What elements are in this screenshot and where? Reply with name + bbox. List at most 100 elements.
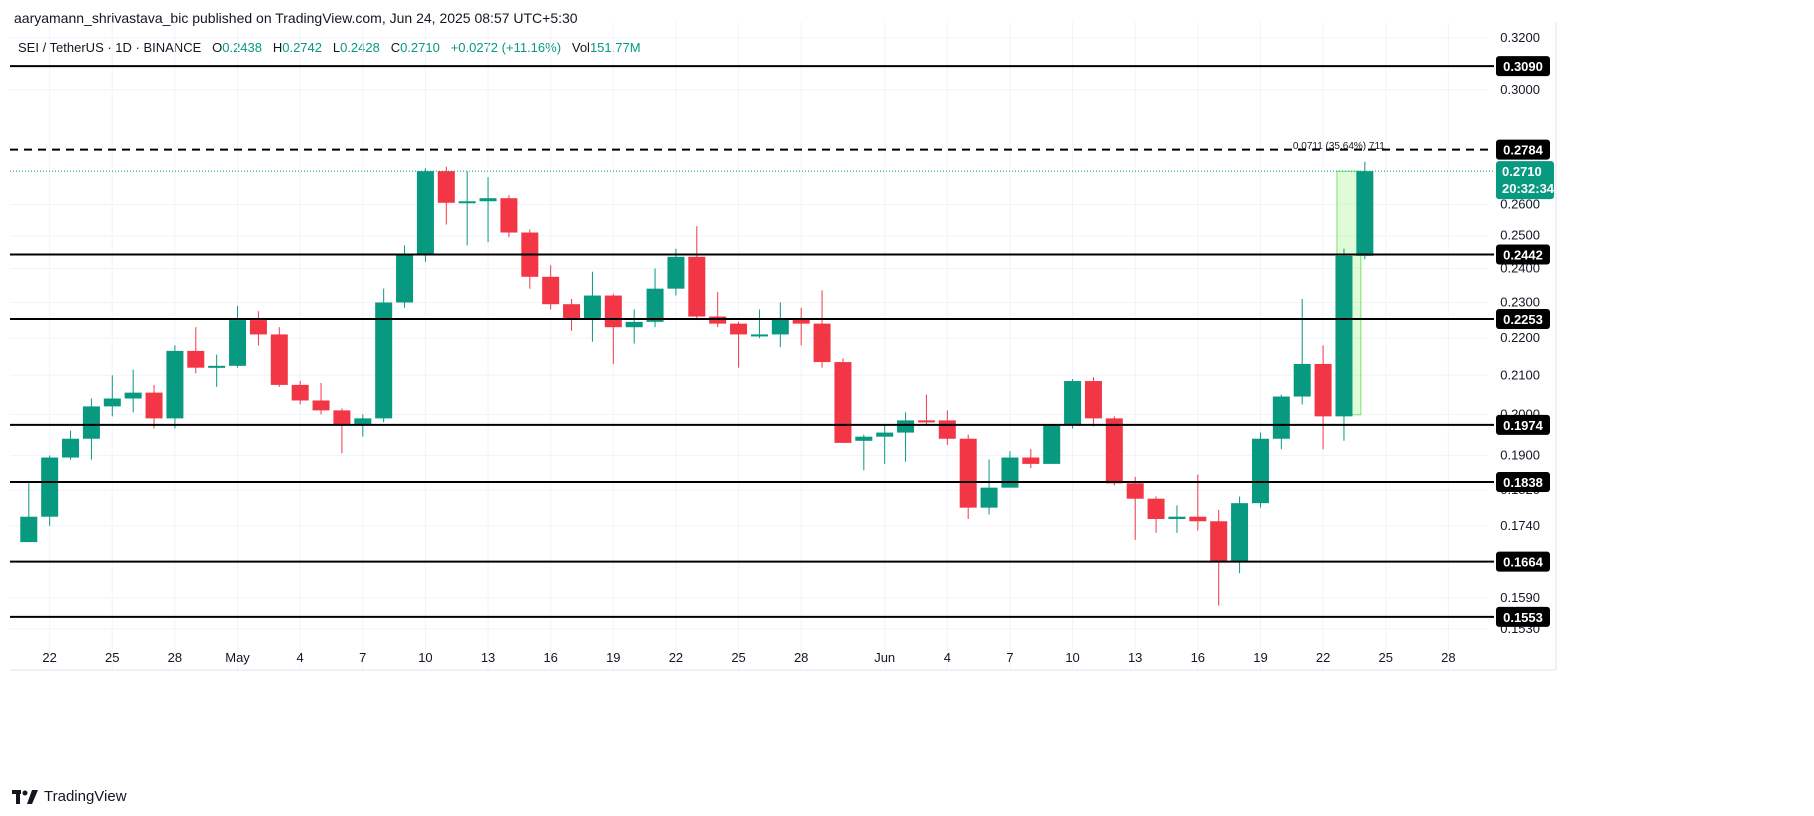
candle-down xyxy=(1314,345,1332,450)
level-tag-bg xyxy=(1496,309,1550,330)
candle-body xyxy=(604,295,622,328)
level-price-tag: 0.2784 xyxy=(1496,139,1550,160)
candle-body xyxy=(291,384,309,401)
candle-up xyxy=(583,271,601,342)
candle-body xyxy=(416,171,434,256)
candle-down xyxy=(187,327,205,374)
candle-body xyxy=(458,201,476,204)
candle-body xyxy=(813,323,831,363)
x-tick-label: 25 xyxy=(1378,650,1392,665)
candle-body xyxy=(249,320,267,335)
candle-body xyxy=(1022,457,1040,464)
candle-body xyxy=(1126,483,1144,499)
candle-up xyxy=(625,309,643,344)
candle-up xyxy=(1231,496,1249,574)
candle-up xyxy=(416,168,434,262)
x-tick-label: 25 xyxy=(731,650,745,665)
candle-body xyxy=(1335,255,1353,417)
grid xyxy=(10,22,1488,670)
measure-label-group: 0.0711 (35.64%) 711 xyxy=(1293,141,1385,152)
candle-up xyxy=(124,369,142,413)
candle-body xyxy=(187,350,205,368)
x-tick-label: 28 xyxy=(1441,650,1455,665)
candle-body xyxy=(876,432,894,437)
y-tick-label: 0.1740 xyxy=(1500,518,1540,533)
x-tick-label: 19 xyxy=(606,650,620,665)
candle-up xyxy=(771,302,789,348)
candle-up xyxy=(41,455,59,526)
candle-down xyxy=(730,321,748,368)
candle-down xyxy=(1105,416,1123,486)
level-price-tag: 0.2253 xyxy=(1496,309,1550,330)
candle-down xyxy=(500,195,518,238)
x-tick-label: 22 xyxy=(1316,650,1330,665)
candle-up xyxy=(1043,424,1061,464)
candle-body xyxy=(709,316,727,324)
candle-up xyxy=(82,398,100,460)
candle-body xyxy=(1168,516,1186,519)
candle-body xyxy=(1272,396,1290,439)
candle-body xyxy=(354,418,372,425)
candle-down xyxy=(1126,476,1144,540)
candle-body xyxy=(583,295,601,319)
candle-body xyxy=(82,406,100,439)
candle-up xyxy=(1356,161,1374,260)
level-tag-bg xyxy=(1496,471,1550,492)
candle-down xyxy=(145,384,163,429)
candle-up xyxy=(876,424,894,464)
candle-body xyxy=(1084,381,1102,419)
candle-body xyxy=(1189,516,1207,522)
open-value: 0.2438 xyxy=(222,40,262,55)
candle-body xyxy=(625,321,643,328)
candle-up xyxy=(897,412,915,462)
price-levels xyxy=(10,65,1494,618)
y-tick-label: 0.2500 xyxy=(1500,228,1540,243)
candles xyxy=(20,161,1374,606)
x-tick-label: 10 xyxy=(1065,650,1079,665)
level-price-tag: 0.1838 xyxy=(1496,471,1550,492)
candle-up xyxy=(1272,394,1290,450)
level-tag-label: 0.1664 xyxy=(1503,555,1544,570)
x-tick-label: 25 xyxy=(105,650,119,665)
candle-body xyxy=(667,256,685,289)
close-value: 0.2710 xyxy=(400,40,440,55)
candle-body xyxy=(542,276,560,305)
candle-down xyxy=(1147,496,1165,533)
candle-body xyxy=(1210,521,1228,562)
x-tick-label: 28 xyxy=(794,650,808,665)
level-tag-bg xyxy=(1496,139,1550,160)
candle-up xyxy=(980,459,998,515)
y-tick-label: 0.3200 xyxy=(1500,30,1540,45)
candle-body xyxy=(20,516,38,543)
candle-up xyxy=(62,430,80,460)
candle-up xyxy=(1168,505,1186,533)
candle-up xyxy=(1335,248,1353,441)
x-tick-label: 7 xyxy=(359,650,366,665)
candle-body xyxy=(563,304,581,319)
last-price-label: 0.2710 xyxy=(1502,164,1542,179)
x-tick-label: 10 xyxy=(418,650,432,665)
candle-down xyxy=(688,226,706,321)
candle-body xyxy=(897,420,915,433)
candle-down xyxy=(270,327,288,387)
candle-body xyxy=(771,318,789,335)
symbol-label[interactable]: SEI / TetherUS · 1D · BINANCE xyxy=(18,40,202,55)
footer-brand[interactable]: TradingView xyxy=(12,788,127,805)
price-tags: 0.3090 0.2784 0.2442 0.2253 0.1974 0.1838 0.16… xyxy=(1496,56,1555,627)
candle-body xyxy=(730,323,748,335)
level-tag-label: 0.2442 xyxy=(1503,248,1543,263)
candle-down xyxy=(291,381,309,405)
candle-up xyxy=(458,171,476,246)
x-tick-label: 28 xyxy=(168,650,182,665)
x-tick-label: 4 xyxy=(944,650,951,665)
candle-down xyxy=(437,166,455,225)
candle-up xyxy=(667,248,685,296)
level-tag-label: 0.1974 xyxy=(1503,418,1544,433)
x-tick-label: Jun xyxy=(874,650,895,665)
x-tick-label: May xyxy=(225,650,250,665)
candle-body xyxy=(103,398,121,407)
candle-body xyxy=(396,255,414,303)
x-tick-label: 4 xyxy=(297,650,304,665)
candle-body xyxy=(145,392,163,419)
